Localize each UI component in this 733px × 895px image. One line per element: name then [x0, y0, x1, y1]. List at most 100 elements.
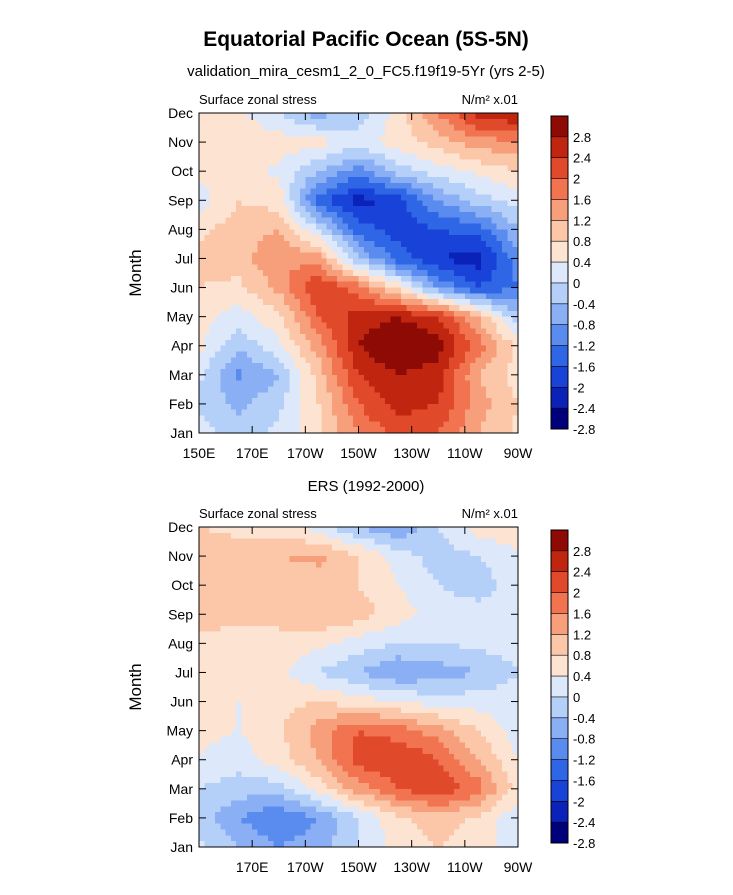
heatmap-cell	[422, 148, 428, 154]
heatmap-cell	[311, 334, 317, 340]
heatmap-cell	[327, 241, 333, 247]
heatmap-cell	[321, 142, 327, 148]
heatmap-cell	[481, 229, 487, 235]
heatmap-cell	[337, 206, 343, 212]
heatmap-cell	[305, 340, 311, 346]
heatmap-cell	[406, 206, 412, 212]
heatmap-cell	[428, 322, 434, 328]
heatmap-cell	[396, 340, 402, 346]
heatmap-cell	[236, 322, 242, 328]
heatmap-cell	[486, 398, 492, 404]
heatmap-cell	[332, 381, 338, 387]
heatmap-cell	[199, 363, 205, 369]
heatmap-cell	[396, 416, 402, 422]
heatmap-cell	[236, 340, 242, 346]
heatmap-cell	[470, 626, 476, 632]
heatmap-cell	[374, 125, 380, 131]
heatmap-cell	[507, 574, 513, 580]
heatmap-cell	[433, 667, 439, 673]
heatmap-cell	[412, 334, 418, 340]
heatmap-cell	[215, 614, 221, 620]
heatmap-cell	[343, 189, 349, 195]
heatmap-cell	[422, 533, 428, 539]
heatmap-cell	[433, 421, 439, 427]
heatmap-cell	[444, 142, 450, 148]
heatmap-cell	[257, 148, 263, 154]
heatmap-cell	[327, 177, 333, 183]
heatmap-cell	[215, 357, 221, 363]
heatmap-cell	[428, 527, 434, 533]
heatmap-cell	[406, 556, 412, 562]
heatmap-cell	[374, 113, 380, 119]
heatmap-cell	[359, 369, 365, 375]
heatmap-cell	[465, 194, 471, 200]
heatmap-cell	[422, 253, 428, 259]
heatmap-cell	[497, 346, 503, 352]
heatmap-cell	[305, 130, 311, 136]
heatmap-cell	[273, 678, 279, 684]
heatmap-cell	[295, 661, 301, 667]
heatmap-cell	[327, 218, 333, 224]
heatmap-cell	[428, 148, 434, 154]
heatmap-cell	[507, 392, 513, 398]
heatmap-cell	[433, 253, 439, 259]
heatmap-cell	[380, 264, 386, 270]
heatmap-cell	[401, 276, 407, 282]
heatmap-cell	[247, 229, 253, 235]
heatmap-cell	[353, 229, 359, 235]
heatmap-cell	[475, 142, 481, 148]
heatmap-cell	[332, 410, 338, 416]
heatmap-cell	[279, 183, 285, 189]
heatmap-cell	[242, 177, 248, 183]
heatmap-cell	[380, 113, 386, 119]
heatmap-cell	[380, 416, 386, 422]
heatmap-cell	[252, 574, 258, 580]
heatmap-cell	[332, 375, 338, 381]
heatmap-cell	[465, 667, 471, 673]
heatmap-cell	[348, 113, 354, 119]
heatmap-cell	[199, 270, 205, 276]
heatmap-cell	[401, 626, 407, 632]
heatmap-cell	[305, 381, 311, 387]
heatmap-cell	[337, 603, 343, 609]
heatmap-cell	[406, 591, 412, 597]
heatmap-cell	[465, 224, 471, 230]
heatmap-cell	[257, 626, 263, 632]
heatmap-cell	[295, 381, 301, 387]
heatmap-cell	[401, 206, 407, 212]
heatmap-cell	[444, 620, 450, 626]
heatmap-cell	[380, 317, 386, 323]
heatmap-cell	[374, 247, 380, 253]
heatmap-cell	[396, 299, 402, 305]
heatmap-cell	[401, 655, 407, 661]
heatmap-cell	[433, 136, 439, 142]
y-tick-label: Feb	[169, 396, 193, 412]
heatmap-cell	[337, 404, 343, 410]
heatmap-cell	[460, 311, 466, 317]
heatmap-cell	[374, 533, 380, 539]
heatmap-cell	[460, 597, 466, 603]
heatmap-cell	[396, 649, 402, 655]
heatmap-cell	[422, 322, 428, 328]
heatmap-cell	[449, 527, 455, 533]
heatmap-cell	[316, 667, 322, 673]
heatmap-cell	[406, 655, 412, 661]
heatmap-cell	[311, 293, 317, 299]
heatmap-cell	[433, 381, 439, 387]
heatmap-cell	[300, 247, 306, 253]
heatmap-cell	[242, 369, 248, 375]
heatmap-cell	[236, 299, 242, 305]
heatmap-cell	[268, 293, 274, 299]
heatmap-cell	[252, 392, 258, 398]
heatmap-cell	[316, 352, 322, 358]
heatmap-cell	[412, 212, 418, 218]
heatmap-cell	[300, 655, 306, 661]
heatmap-cell	[353, 311, 359, 317]
heatmap-cell	[475, 328, 481, 334]
heatmap-cell	[311, 200, 317, 206]
heatmap-cell	[295, 334, 301, 340]
heatmap-cell	[343, 597, 349, 603]
heatmap-cell	[396, 194, 402, 200]
heatmap-cell	[460, 206, 466, 212]
heatmap-cell	[502, 363, 508, 369]
